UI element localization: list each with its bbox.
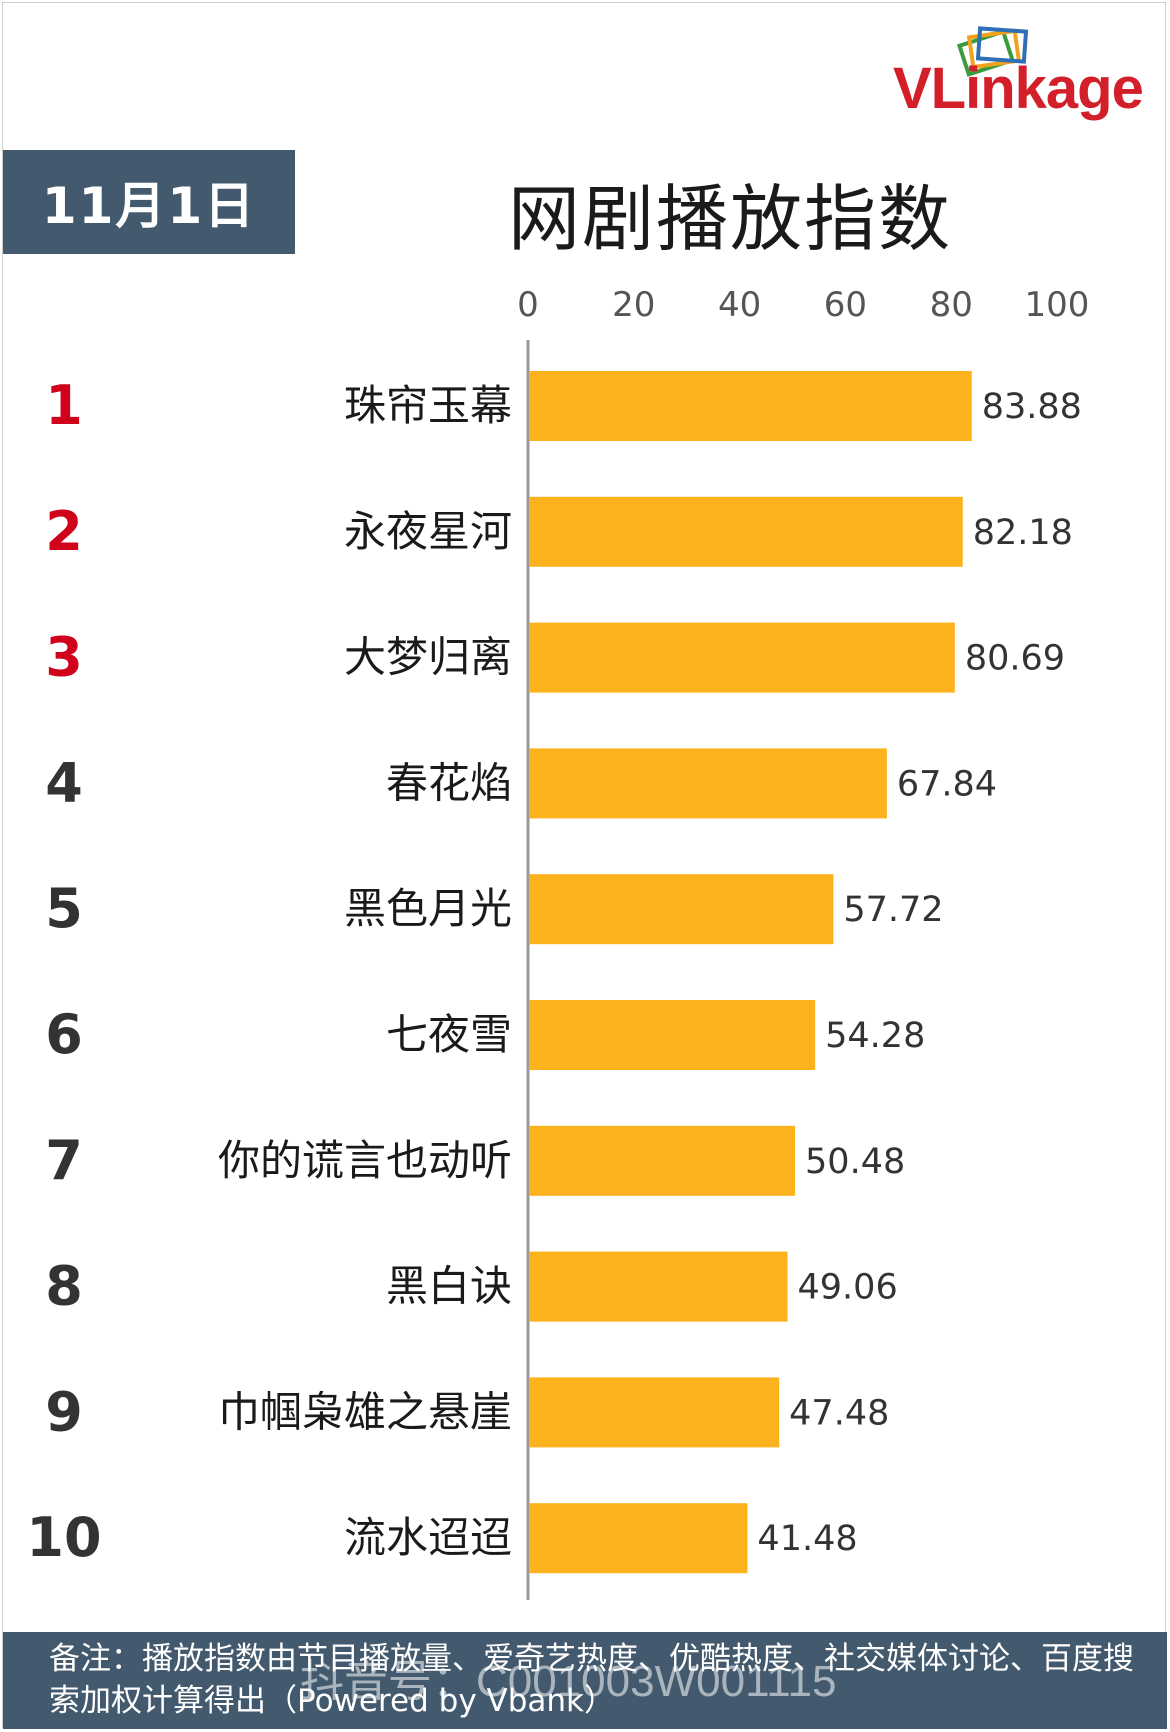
rank-number: 7 xyxy=(45,1129,83,1192)
rank-number: 5 xyxy=(45,877,83,940)
bar xyxy=(529,371,972,441)
rank-number: 6 xyxy=(45,1003,83,1066)
x-tick-label: 0 xyxy=(517,285,539,325)
bar-chart: 0 20 40 60 80 100 83.88 珠帘玉幕 1 82.18 永夜星河 2 80.69 大梦归… xyxy=(26,285,1090,1600)
category-label: 七夜雪 xyxy=(386,1010,512,1059)
category-label: 巾帼枭雄之悬崖 xyxy=(218,1387,512,1436)
bar xyxy=(529,1000,816,1070)
x-tick-label: 100 xyxy=(1025,285,1090,325)
logo-icon xyxy=(955,20,1045,84)
bar xyxy=(529,1377,780,1448)
category-label: 永夜星河 xyxy=(344,507,512,556)
value-label: 50.48 xyxy=(805,1142,905,1182)
date-badge: 11月1日 xyxy=(3,150,295,254)
value-label: 54.28 xyxy=(825,1016,925,1056)
rank-number: 9 xyxy=(45,1380,83,1443)
category-label: 你的谎言也动听 xyxy=(218,1136,512,1185)
chart-title: 网剧播放指数 xyxy=(507,177,952,261)
rank-number: 10 xyxy=(26,1506,101,1569)
value-label: 82.18 xyxy=(973,513,1073,553)
bar xyxy=(529,748,887,819)
x-tick-label: 60 xyxy=(824,285,867,325)
rank-number: 8 xyxy=(45,1255,83,1318)
category-label: 珠帘玉幕 xyxy=(344,381,512,430)
category-label: 黑色月光 xyxy=(344,884,512,933)
vlinkage-logo: VLinkage xyxy=(893,56,1144,121)
footer-note: 备注：播放指数由节目播放量、爱奇艺热度、优酷热度、社交媒体讨论、百度搜索加权计算… xyxy=(3,1632,1167,1729)
bar xyxy=(529,1125,796,1196)
rank-number: 2 xyxy=(45,500,83,563)
rank-number: 3 xyxy=(45,626,83,689)
x-tick-label: 80 xyxy=(930,285,973,325)
category-label: 大梦归离 xyxy=(344,633,512,682)
value-label: 47.48 xyxy=(789,1393,889,1433)
value-label: 41.48 xyxy=(757,1519,857,1559)
rank-number: 1 xyxy=(45,374,83,437)
watermark-text: 抖音号：C001003W001115 xyxy=(300,1657,837,1706)
value-label: 83.88 xyxy=(982,387,1082,427)
category-label: 流水迢迢 xyxy=(344,1513,512,1562)
category-label: 春花焰 xyxy=(386,758,512,807)
bar xyxy=(529,496,963,567)
x-tick-label: 20 xyxy=(612,285,655,325)
x-tick-label: 40 xyxy=(718,285,761,325)
bar xyxy=(529,874,834,945)
value-label: 80.69 xyxy=(965,639,1065,679)
bar xyxy=(529,1251,788,1322)
value-label: 49.06 xyxy=(798,1268,898,1308)
value-label: 57.72 xyxy=(843,890,943,930)
bar xyxy=(529,622,955,693)
value-label: 67.84 xyxy=(897,764,997,804)
bar xyxy=(529,1503,748,1574)
rank-number: 4 xyxy=(45,751,83,814)
category-label: 黑白诀 xyxy=(386,1262,512,1311)
